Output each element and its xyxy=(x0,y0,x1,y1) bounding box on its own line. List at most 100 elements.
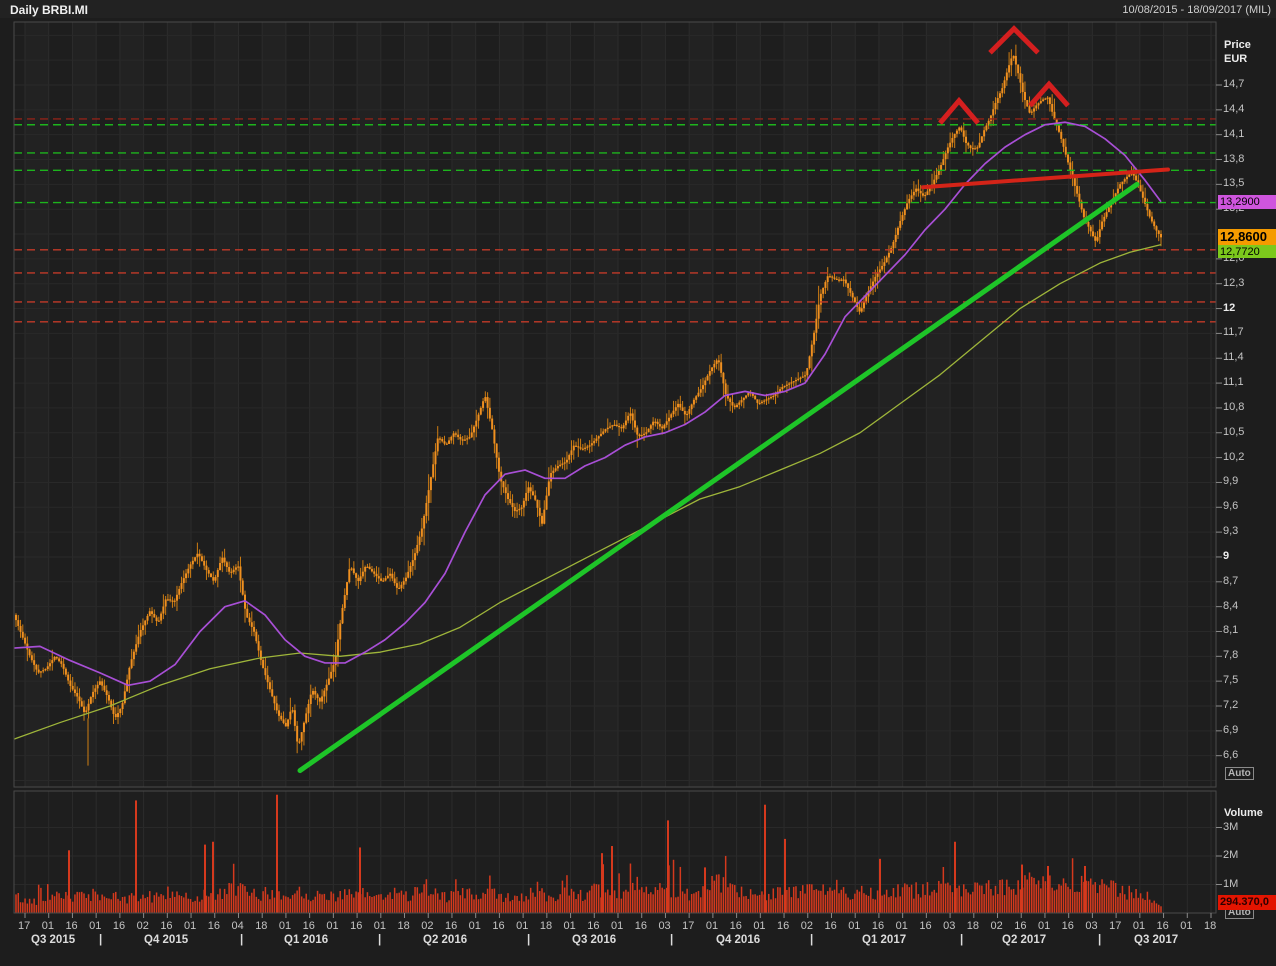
candle-body xyxy=(953,133,956,138)
candle-body xyxy=(123,691,126,704)
quarter-separator: | xyxy=(810,934,814,946)
candle-body xyxy=(44,669,47,671)
candle-body xyxy=(1107,207,1110,213)
x-axis-tick-label: 18 xyxy=(1204,920,1217,932)
candle-body xyxy=(1155,226,1158,231)
candle-body xyxy=(1089,226,1092,232)
candle-body xyxy=(556,465,559,469)
candle-body xyxy=(974,148,977,150)
candle-body xyxy=(577,446,580,448)
candle-body xyxy=(264,668,267,676)
x-axis-tick-label: 02 xyxy=(990,920,1003,932)
candle-body xyxy=(958,127,961,131)
candle-body xyxy=(672,410,675,415)
candle-body xyxy=(155,617,158,621)
candle-body xyxy=(969,145,972,148)
price-scale-auto-button[interactable]: Auto xyxy=(1225,767,1254,780)
candle-body xyxy=(513,507,516,512)
candle-body xyxy=(171,600,174,602)
candle-body xyxy=(899,220,902,228)
candle-body xyxy=(690,404,693,410)
candle-body xyxy=(892,241,895,249)
candle-body xyxy=(96,684,99,689)
candle-body xyxy=(763,400,766,402)
candle-body xyxy=(200,556,203,561)
candle-body xyxy=(332,665,335,672)
candle-body xyxy=(46,666,49,670)
top-caret-mark xyxy=(988,25,1040,55)
candle-body xyxy=(733,405,736,408)
candle-body xyxy=(1048,97,1051,104)
candle-body xyxy=(21,631,24,638)
candle-body xyxy=(182,578,185,584)
candle-body xyxy=(17,620,20,626)
candle-body xyxy=(73,689,76,693)
grid-band xyxy=(831,22,855,787)
candle-body xyxy=(225,562,228,568)
candle-body xyxy=(209,573,212,578)
candle-body xyxy=(903,209,906,216)
candle-body xyxy=(180,583,183,589)
candle-body xyxy=(552,470,555,474)
candle-body xyxy=(493,429,496,444)
candle-body xyxy=(649,425,652,429)
candle-body xyxy=(799,377,802,379)
candle-body xyxy=(572,445,575,451)
candle-body xyxy=(341,607,344,624)
candle-body xyxy=(683,410,686,415)
candle-body xyxy=(391,573,394,579)
candle-body xyxy=(1051,103,1054,112)
candle-body xyxy=(575,445,578,447)
candle-body xyxy=(627,415,630,421)
candle-body xyxy=(527,487,530,493)
candle-body xyxy=(105,690,108,696)
candle-body xyxy=(491,418,494,430)
candle-body xyxy=(597,436,600,439)
x-axis-tick-label: 01 xyxy=(516,920,529,932)
x-axis-tick-label: 01 xyxy=(41,920,54,932)
x-axis-tick-label: 01 xyxy=(1132,920,1146,932)
candle-body xyxy=(967,142,970,146)
candle-body xyxy=(529,487,532,492)
candle-body xyxy=(711,367,714,372)
price-tick-label: 10,8 xyxy=(1223,400,1245,413)
candle-body xyxy=(216,570,219,578)
candle-body xyxy=(531,491,534,496)
candle-body xyxy=(815,318,818,333)
candle-body xyxy=(121,703,124,710)
candle-body xyxy=(461,439,464,441)
candle-body xyxy=(132,651,135,660)
candle-body xyxy=(1064,146,1067,155)
candle-body xyxy=(937,170,940,175)
candle-body xyxy=(790,382,793,384)
candle-body xyxy=(187,568,190,574)
candle-body xyxy=(538,507,541,516)
candle-body xyxy=(824,282,827,288)
candle-body xyxy=(302,722,305,733)
candle-body xyxy=(1042,99,1045,102)
candle-body xyxy=(296,725,299,742)
x-axis-tick-label: 01 xyxy=(184,920,197,932)
candle-body xyxy=(293,710,296,726)
candle-body xyxy=(175,594,178,601)
x-axis-tick-label: 16 xyxy=(1156,920,1169,932)
candle-body xyxy=(985,125,988,131)
candle-body xyxy=(992,109,995,116)
candle-body xyxy=(960,127,963,131)
quarter-label: Q3 2016 xyxy=(572,934,617,946)
candle-body xyxy=(144,620,147,626)
grid-band xyxy=(784,22,808,787)
candle-body xyxy=(407,571,410,578)
top-caret-mark xyxy=(938,96,980,125)
candle-body xyxy=(141,625,144,631)
candle-body xyxy=(389,573,392,576)
candle-body xyxy=(554,468,557,471)
candle-body xyxy=(686,413,689,416)
candle-body xyxy=(1001,88,1004,94)
grid-band xyxy=(215,22,239,787)
candle-body xyxy=(838,279,841,281)
candle-body xyxy=(541,515,544,524)
candle-body xyxy=(357,577,360,582)
candle-body xyxy=(15,614,17,621)
